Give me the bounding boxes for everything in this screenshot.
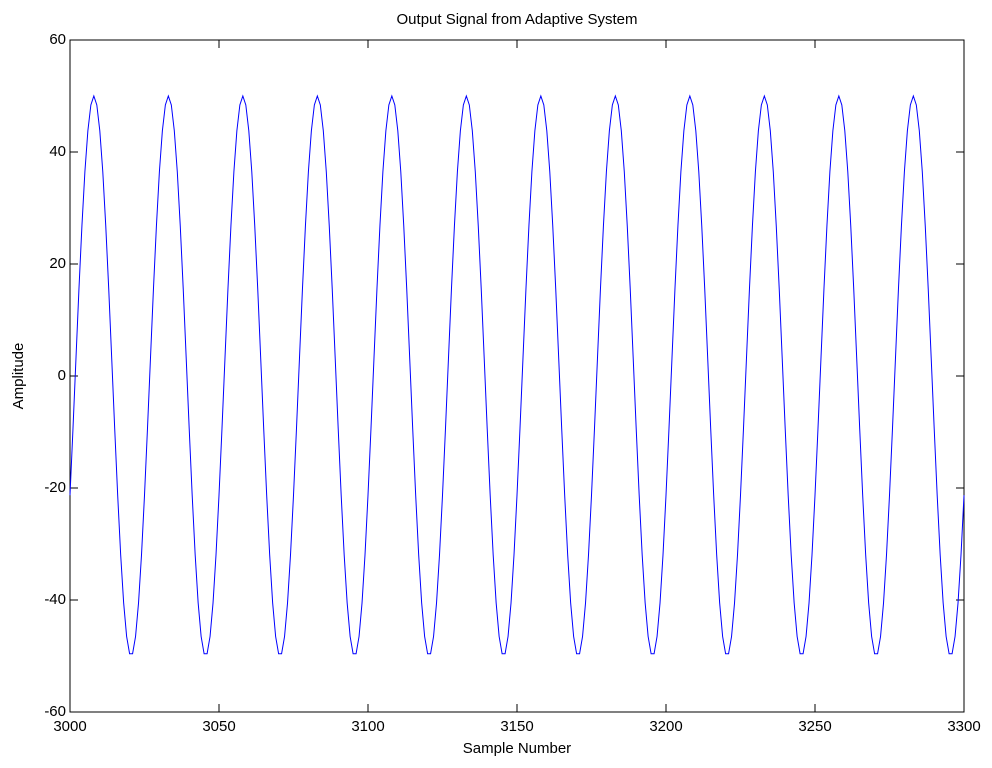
x-tick-label: 3050 xyxy=(202,718,235,735)
x-tick-label: 3000 xyxy=(53,718,86,735)
y-tick-label: -20 xyxy=(44,479,66,496)
y-tick-label: 0 xyxy=(58,367,66,384)
plot-area xyxy=(69,39,965,713)
x-tick-label: 3150 xyxy=(500,718,533,735)
y-tick-label: -60 xyxy=(44,703,66,720)
y-axis-label: Amplitude xyxy=(10,343,27,410)
line-series xyxy=(69,94,965,655)
y-tick-label: 60 xyxy=(49,31,66,48)
y-tick-label: 20 xyxy=(49,255,66,272)
y-tick-label: -40 xyxy=(44,591,66,608)
x-tick-label: 3300 xyxy=(947,718,980,735)
x-tick-label: 3100 xyxy=(351,718,384,735)
x-tick-label: 3250 xyxy=(798,718,831,735)
x-axis-label: Sample Number xyxy=(463,740,571,757)
y-tick-label: 40 xyxy=(49,143,66,160)
chart-title: Output Signal from Adaptive System xyxy=(397,11,638,28)
x-tick-label: 3200 xyxy=(649,718,682,735)
